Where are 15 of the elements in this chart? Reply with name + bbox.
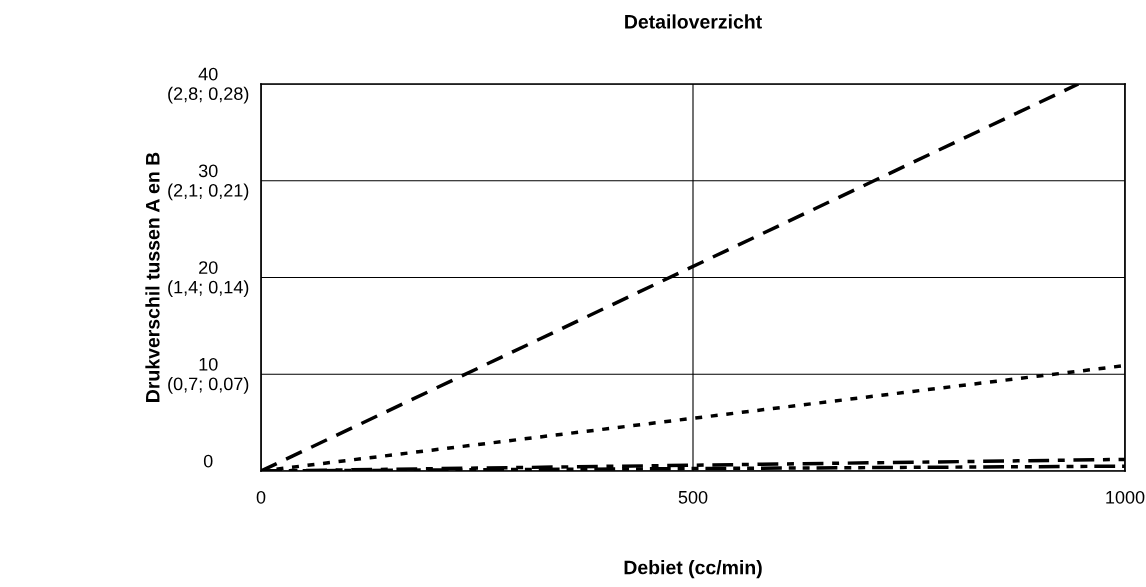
y-axis-title: Drukverschil tussen A en B <box>145 152 160 402</box>
chart-title: Detailoverzicht <box>625 14 762 29</box>
y-tick-label: 40 <box>198 67 218 81</box>
x-tick-label: 1000 <box>1106 490 1145 504</box>
text: (0,7; 0,07) <box>168 377 249 394</box>
text: (2,1; 0,21) <box>168 183 249 201</box>
x-tick-label: 500 <box>678 490 708 504</box>
x-tick-label: 0 <box>256 490 266 504</box>
y-tick-label: 10 <box>199 357 218 371</box>
y-tick-label: 0 <box>203 454 213 468</box>
x-axis-title: Debiet (cc/min) <box>624 560 762 579</box>
y-tick-label: 30 <box>198 164 218 178</box>
y-tick-label: 20 <box>199 261 218 274</box>
text: (2,8; 0,28) <box>168 86 249 104</box>
text: (1,4; 0,14) <box>168 280 249 298</box>
